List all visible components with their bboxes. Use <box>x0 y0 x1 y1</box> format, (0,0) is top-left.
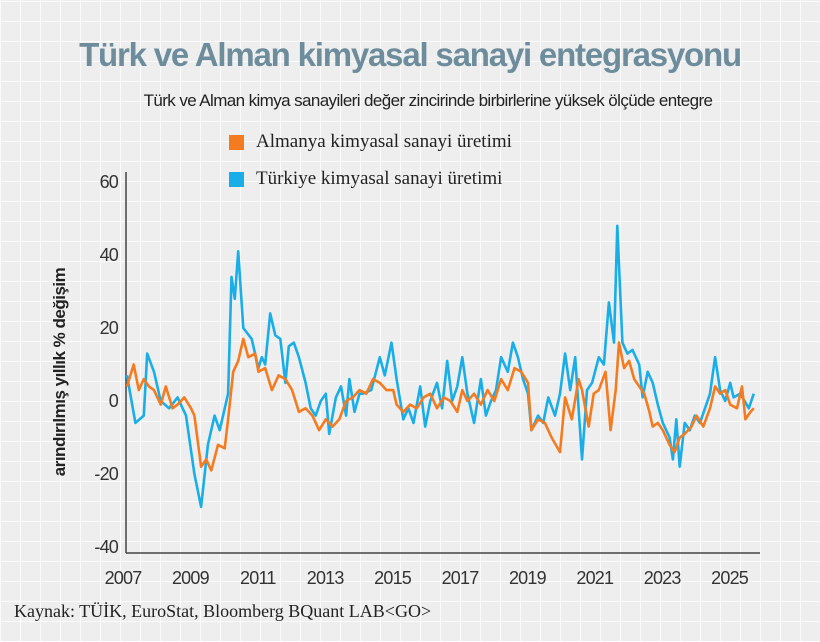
y-tick-label: 0 <box>109 391 119 411</box>
x-tick-label: 2025 <box>711 568 749 588</box>
y-tick-label: 40 <box>100 245 119 265</box>
series-line-turkey <box>125 224 756 509</box>
series-line-germany <box>125 337 755 472</box>
x-tick-label: 2007 <box>105 568 143 588</box>
x-tick-label: 2017 <box>442 568 480 588</box>
y-tick-label: -40 <box>94 537 118 557</box>
x-tick-label: 2013 <box>307 568 345 588</box>
y-tick-label: -20 <box>94 464 118 484</box>
chart-subtitle: Türk ve Alman kimya sanayileri değer zin… <box>143 91 713 110</box>
legend-label-germany: Almanya kimyasal sanayi üretimi <box>256 131 512 152</box>
x-tick-label: 2023 <box>644 568 682 588</box>
x-tick-label: 2019 <box>509 568 547 588</box>
legend-item-germany: Almanya kimyasal sanayi üretimi <box>229 131 512 153</box>
y-tick-label: 20 <box>100 318 119 338</box>
chart-title: Türk ve Alman kimyasal sanayi entegrasyo… <box>79 36 742 73</box>
x-tick-label: 2015 <box>374 568 412 588</box>
legend-swatch-germany <box>229 134 244 150</box>
x-tick-label: 2009 <box>172 568 210 588</box>
x-tick-label: 2021 <box>576 568 614 588</box>
y-tick-label: 60 <box>100 172 119 192</box>
source-note: Kaynak: TÜİK, EuroStat, Bloomberg BQuant… <box>14 601 432 621</box>
legend-item-turkey: Türkiye kimyasal sanayi üretimi <box>229 168 502 190</box>
x-tick-label: 2011 <box>240 568 276 588</box>
legend-swatch-turkey <box>229 171 244 187</box>
legend-label-turkey: Türkiye kimyasal sanayi üretimi <box>256 168 503 189</box>
